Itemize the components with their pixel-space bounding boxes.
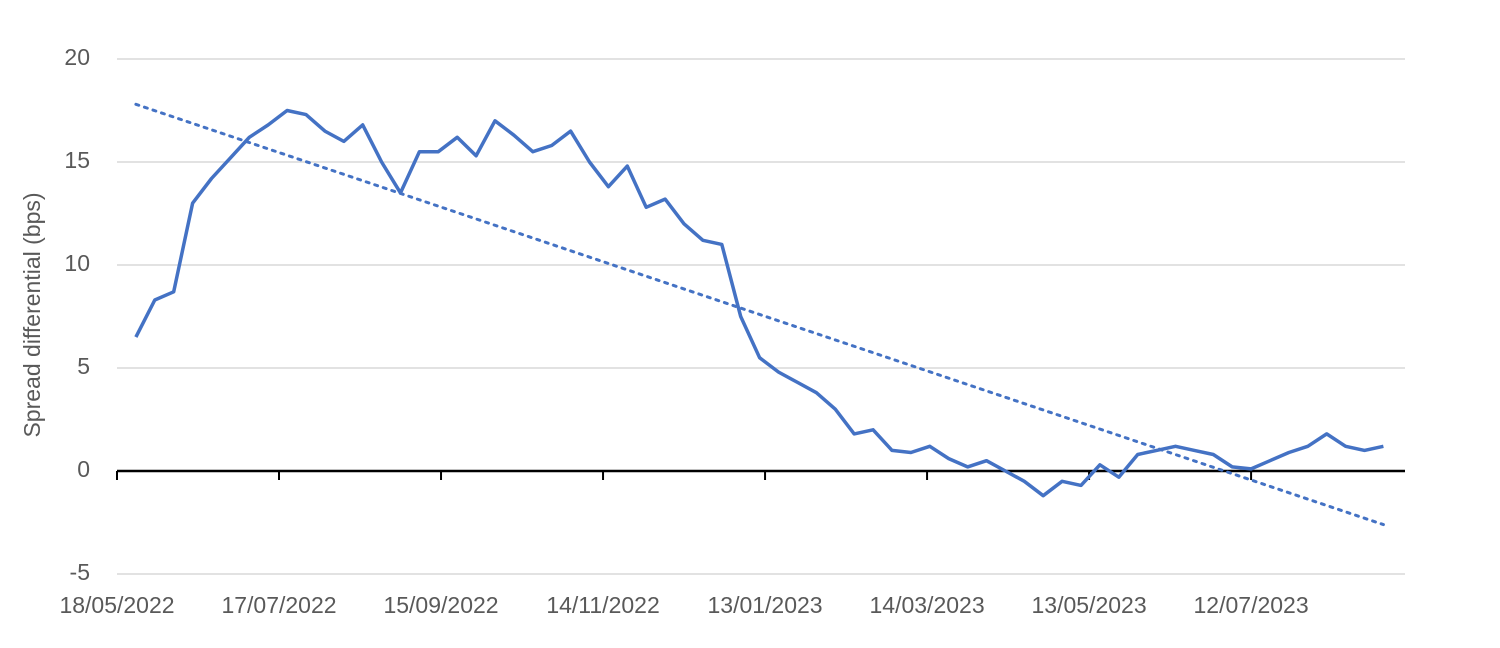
x-tick-label: 13/05/2023	[1032, 592, 1147, 618]
y-tick-label: 20	[64, 44, 90, 70]
x-tick-label: 13/01/2023	[707, 592, 822, 618]
y-axis-label: Spread differential (bps)	[19, 192, 45, 437]
y-tick-label: -5	[70, 559, 90, 585]
y-tick-label: 15	[64, 147, 90, 173]
x-tick-label: 14/03/2023	[870, 592, 985, 618]
y-tick-label: 5	[77, 353, 90, 379]
x-tick-label: 17/07/2022	[221, 592, 336, 618]
data-line	[134, 108, 1384, 498]
x-tick-label: 12/07/2023	[1194, 592, 1309, 618]
trend-line	[134, 102, 1385, 527]
x-tick-label: 18/05/2022	[59, 592, 174, 618]
y-tick-label: 10	[64, 250, 90, 276]
x-tick-label: 14/11/2022	[546, 592, 659, 618]
y-tick-label: 0	[77, 456, 90, 482]
x-tick-label: 15/09/2022	[383, 592, 498, 618]
